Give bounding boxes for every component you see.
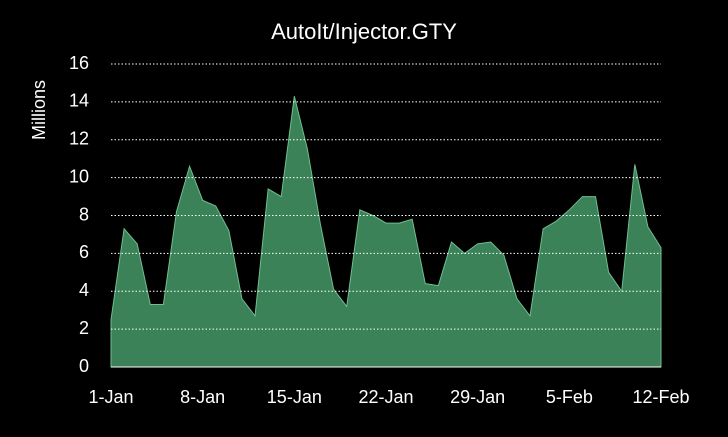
x-tick-label: 12-Feb: [632, 387, 689, 407]
x-tick-label: 22-Jan: [358, 387, 413, 407]
x-tick-label: 8-Jan: [180, 387, 225, 407]
y-tick-label: 6: [79, 242, 89, 262]
y-tick-label: 0: [79, 356, 89, 376]
x-tick-label: 29-Jan: [450, 387, 505, 407]
y-tick-label: 16: [69, 53, 89, 73]
x-tick-label: 1-Jan: [88, 387, 133, 407]
area: [110, 96, 662, 368]
y-tick-label: 12: [69, 129, 89, 149]
y-tick-label: 2: [79, 318, 89, 338]
y-tick-label: 4: [79, 280, 89, 300]
y-tick-label: 14: [69, 91, 89, 111]
x-tick-label: 5-Feb: [546, 387, 593, 407]
y-axis-label: Millions: [29, 80, 49, 140]
y-tick-label: 10: [69, 166, 89, 186]
x-tick-label: 15-Jan: [267, 387, 322, 407]
chart-title: AutoIt/Injector.GTY: [271, 19, 457, 44]
y-tick-label: 8: [79, 204, 89, 224]
